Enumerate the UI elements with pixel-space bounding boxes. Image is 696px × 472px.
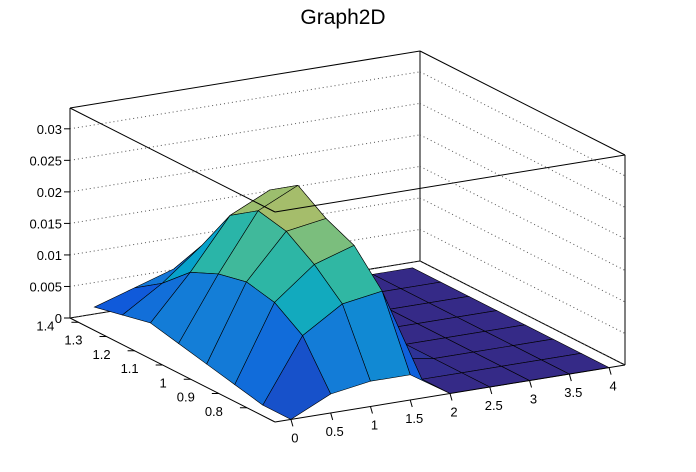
- x-tick-label: 0.5: [326, 424, 344, 439]
- x-tick: [330, 412, 334, 421]
- surface-cell: [262, 334, 332, 420]
- z-tick-label: 0.025: [29, 153, 62, 168]
- z-tick-label: 0.02: [37, 185, 62, 200]
- grid-line: [419, 102, 626, 208]
- box-edge: [69, 50, 421, 109]
- x-tick: [608, 367, 612, 375]
- z-tick-label: 0.015: [29, 216, 62, 231]
- x-tick-label: 3: [530, 392, 537, 407]
- y-tick-label: 1.4: [36, 318, 54, 333]
- chart-title: Graph2D: [300, 6, 385, 29]
- grid-line: [69, 134, 421, 193]
- x-tick-label: 1.5: [405, 411, 423, 426]
- z-tick-label: 0.005: [29, 279, 62, 294]
- x-tick-label: 1: [371, 417, 378, 432]
- x-tick-label: 4: [609, 379, 616, 394]
- grid-line: [419, 134, 626, 240]
- x-tick: [290, 419, 294, 427]
- grid-line: [419, 165, 626, 271]
- z-tick-label: 0: [55, 311, 62, 326]
- x-tick: [568, 373, 572, 382]
- y-tick-label: 1.3: [64, 333, 82, 348]
- x-tick: [489, 386, 493, 395]
- y-tick-label: 1: [160, 375, 167, 390]
- box-edge: [419, 260, 626, 366]
- x-tick-label: 2: [450, 405, 457, 420]
- x-tick: [369, 406, 373, 414]
- axis-line: [69, 317, 276, 423]
- x-tick-label: 2.5: [485, 398, 503, 413]
- z-tick-label: 0.01: [37, 248, 62, 263]
- box-edge: [274, 154, 626, 213]
- y-tick-label: 1.1: [121, 361, 139, 376]
- x-tick: [529, 380, 533, 388]
- x-tick-label: 3.5: [564, 385, 582, 400]
- x-tick: [449, 393, 453, 401]
- grid-line: [69, 102, 421, 161]
- x-tick-label: 0: [291, 430, 298, 445]
- y-tick-label: 0.8: [205, 404, 223, 419]
- box-edge: [69, 107, 276, 213]
- box-edge: [419, 50, 626, 156]
- y-tick-label: 1.2: [93, 347, 111, 362]
- z-tick-label: 0.03: [37, 122, 62, 137]
- y-tick-label: 0.9: [177, 390, 195, 405]
- grid-line: [69, 71, 421, 130]
- x-tick: [409, 399, 413, 408]
- grid-line: [419, 197, 626, 303]
